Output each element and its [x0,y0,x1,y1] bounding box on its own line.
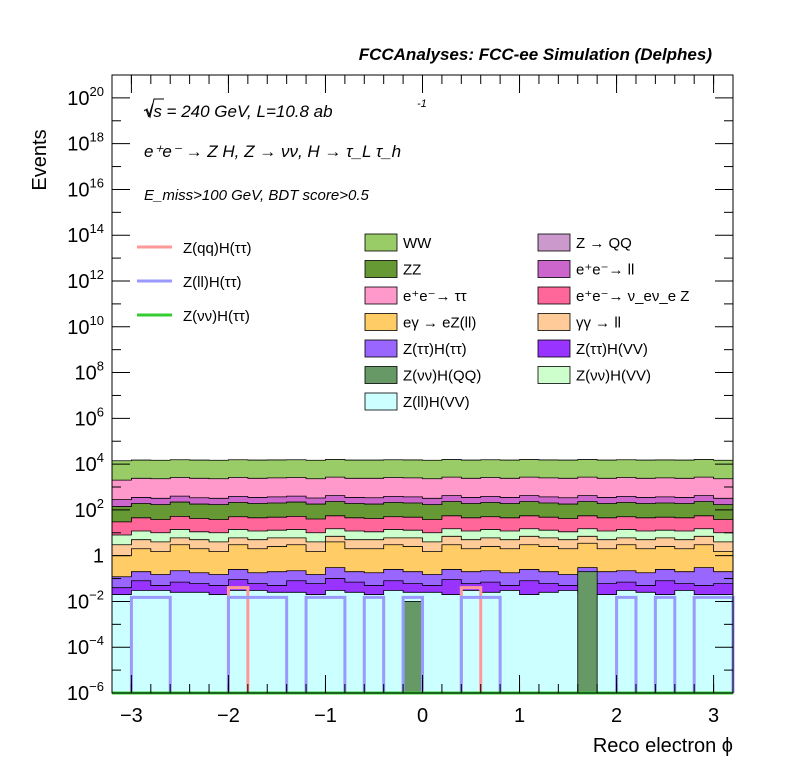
x-tick-label: −2 [217,705,240,727]
legend-box-swatch [364,233,398,252]
legend-box-label: Z(ll)H(VV) [403,394,470,411]
x-tick-label: 2 [611,705,622,727]
legend-box-label: Z(νν)H(QQ) [403,368,481,385]
legend-box-label: eγ → eZ(ll) [403,315,476,332]
y-tick-label: 104 [75,450,104,476]
y-tick-label: 102 [75,496,104,522]
cut-annotation: E_miss>100 GeV, BDT score>0.5 [144,187,369,204]
legend-box-label: Z → QQ [576,235,632,252]
legend-box-swatch [364,313,398,331]
legend-box-swatch [537,233,571,252]
y-tick-label: 1014 [67,221,104,247]
legend-box-label: e⁺e⁻→ ν_eν_e Z [576,288,689,305]
legend-line-label: Z(νν)H(ττ) [183,308,250,325]
legend-box-label: Z(νν)H(VV) [576,368,651,385]
spike-bars [402,571,598,694]
y-tick-label: 10−4 [67,633,104,659]
x-tick-label: 0 [417,705,428,727]
y-tick-label: 1 [93,546,104,568]
legend-box-swatch [364,392,398,411]
legend-box-swatch [364,366,398,384]
process-annotation: e⁺e⁻ → Z H, Z → νν, H → τ_L τ_h [144,142,401,161]
spike-bar-z-h-qq-1 [577,571,598,694]
legend-box-label: ZZ [403,262,421,279]
x-tick-label: −3 [120,705,143,727]
y-axis-label: Events [29,129,51,190]
y-tick-label: 10−2 [67,587,104,613]
y-tick-label: 1020 [67,84,104,110]
legend-box-swatch [364,286,398,305]
legend-box-swatch [364,260,398,278]
x-tick-label: 3 [708,705,719,727]
y-tick-label: 1010 [67,313,104,339]
legend-line-label: Z(ll)H(ττ) [183,274,242,291]
spike-bar-z-h-qq-0 [402,601,423,694]
legend-box-swatch [537,313,571,331]
legend-box-swatch [537,260,571,278]
y-tick-label: 1016 [67,175,104,201]
legend-box-swatch [537,286,571,305]
energy-lumi-annotation: √s = 240 GeV, L=10.8 ab [144,102,333,121]
legend-box-swatch [364,339,398,358]
legend-box-label: WW [403,235,432,252]
x-tick-label: −1 [314,705,337,727]
legend-box-label: e⁺e⁻→ ττ [403,288,467,305]
lumi-exponent: -1 [417,98,427,110]
axis-ticks: −3 −2 −1 0 1 2 3 10−6 10−4 10−2 1 102 104 106 108 1010 1… [67,74,734,727]
legend-box-label: Z(ττ)H(VV) [576,341,648,358]
page-title: FCCAnalyses: FCC-ee Simulation (Delphes) [359,45,713,64]
y-tick-label: 106 [75,404,104,430]
legend: Z(qq)H(ττ) Z(ll)H(ττ) Z(νν)H(ττ) WW Z → QQ ZZ… [137,233,689,411]
legend-box-label: e⁺e⁻→ ll [576,262,634,279]
legend-box-swatch [537,366,571,384]
legend-box-label: Z(ττ)H(ττ) [403,341,467,358]
y-tick-label: 1018 [67,130,104,156]
legend-box-label: γγ → ll [576,315,621,332]
x-tick-label: 1 [514,705,525,727]
legend-line-label: Z(qq)H(ττ) [183,240,252,257]
legend-box-swatch [537,339,571,358]
y-tick-label: 10−6 [67,679,104,705]
sqrt-symbol [143,98,164,119]
x-axis-label: Reco electron ϕ [593,735,733,757]
y-tick-label: 108 [75,359,104,385]
y-tick-label: 1012 [67,267,104,293]
